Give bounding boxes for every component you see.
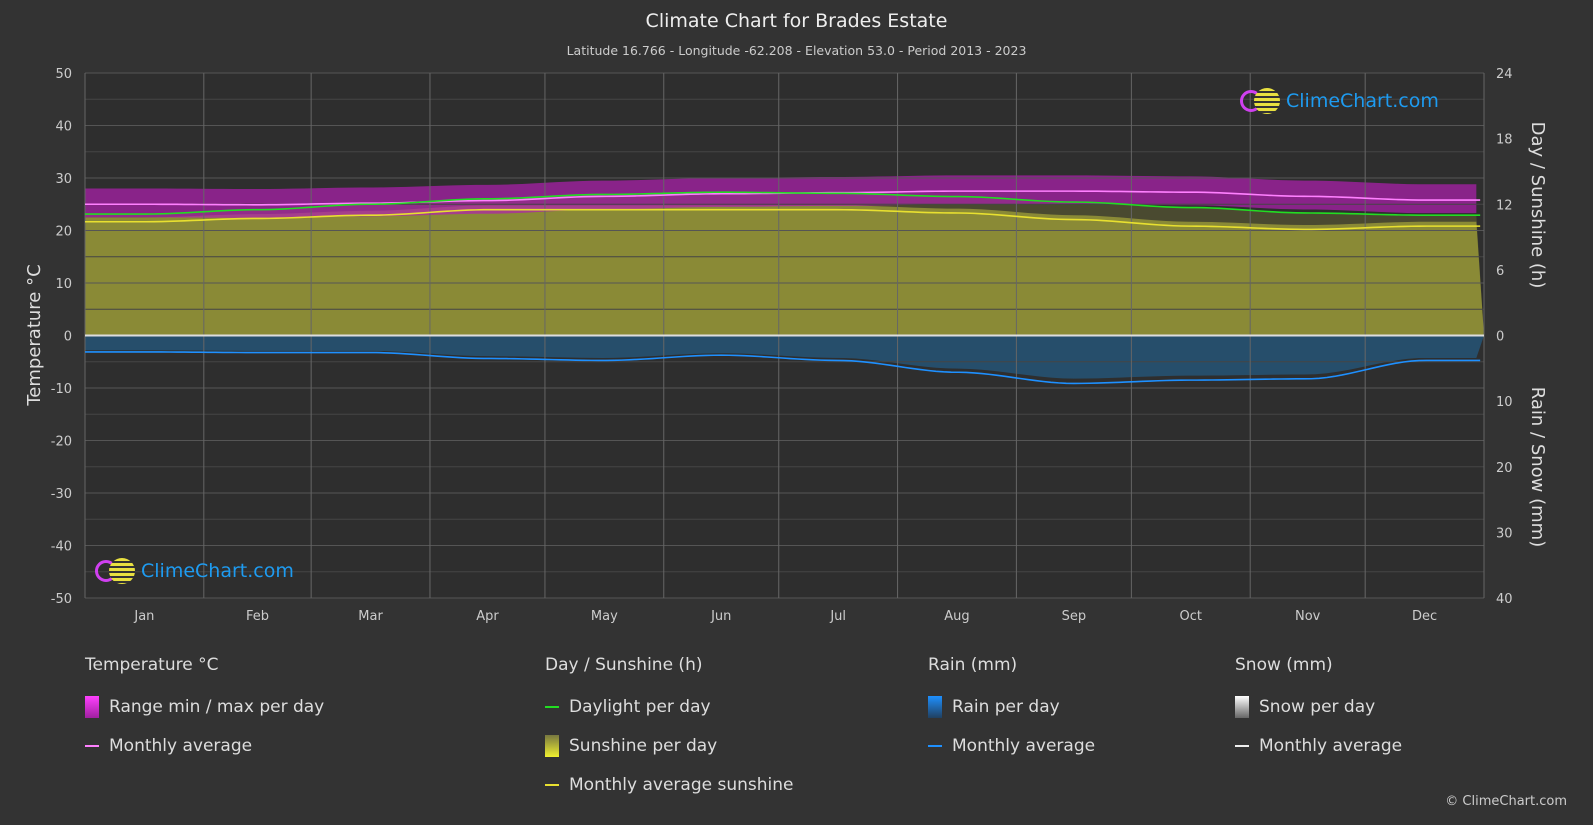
legend-label: Monthly average xyxy=(952,735,1096,756)
series-line-daylight-per-day xyxy=(85,191,1481,216)
legend-snow: Snow (mm) Snow per day Monthly average xyxy=(1235,655,1402,765)
right-tick-label: 30 xyxy=(1496,526,1513,541)
sunshine-swatch-icon xyxy=(545,734,559,757)
right-tick-label: 18 xyxy=(1496,133,1513,148)
legend-item: Rain per day xyxy=(928,687,1095,726)
x-tick-label: Oct xyxy=(1180,609,1202,624)
y-tick-label: -40 xyxy=(51,540,72,555)
chart-title: Climate Chart for Brades Estate xyxy=(645,10,948,32)
line-swatch-icon xyxy=(928,744,942,747)
legend-label: Monthly average xyxy=(1259,735,1403,756)
legend-title: Temperature °C xyxy=(85,655,219,675)
right-tick-label: 24 xyxy=(1496,67,1513,82)
logo-bottom: ClimeChart.com xyxy=(95,558,294,584)
line-swatch-icon xyxy=(545,783,559,786)
line-swatch-icon xyxy=(1235,744,1249,747)
legend-title: Rain (mm) xyxy=(928,655,1018,675)
logo-text: ClimeChart.com xyxy=(1286,90,1439,112)
x-tick-label: May xyxy=(591,609,618,624)
legend-temperature: Temperature °C Range min / max per day M… xyxy=(85,655,324,765)
line-swatch-icon xyxy=(85,744,99,747)
right-axis-label-top: Day / Sunshine (h) xyxy=(1527,122,1548,289)
legend-label: Monthly average sunshine xyxy=(569,774,794,795)
x-tick-label: Apr xyxy=(476,609,499,624)
snow-swatch-icon xyxy=(1235,695,1249,718)
copyright: © ClimeChart.com xyxy=(1445,794,1567,809)
right-axis-label-bottom: Rain / Snow (mm) xyxy=(1527,387,1548,547)
legend-label: Snow per day xyxy=(1259,696,1376,717)
legend-label: Daylight per day xyxy=(569,696,711,717)
x-tick-label: Jan xyxy=(133,609,154,624)
x-tick-label: Jun xyxy=(710,609,731,624)
x-tick-label: Mar xyxy=(358,609,383,624)
right-tick-label: 0 xyxy=(1496,330,1504,345)
right-tick-label: 10 xyxy=(1496,395,1513,410)
legend-label: Rain per day xyxy=(952,696,1060,717)
legend-item: Monthly average xyxy=(1235,726,1402,765)
legend-item: Range min / max per day xyxy=(85,687,324,726)
legend-label: Sunshine per day xyxy=(569,735,718,756)
legend-item: Monthly average xyxy=(928,726,1095,765)
legend-sunshine: Day / Sunshine (h) Daylight per day Suns… xyxy=(545,655,793,804)
y-tick-label: -20 xyxy=(51,435,72,450)
right-tick-label: 12 xyxy=(1496,198,1513,213)
y-tick-label: -30 xyxy=(51,487,72,502)
y-tick-label: 50 xyxy=(55,67,72,82)
legend-item: Daylight per day xyxy=(545,687,793,726)
series-line-monthly-average xyxy=(85,351,1481,385)
rain-per-day-area xyxy=(85,335,1484,379)
legend-rain: Rain (mm) Rain per day Monthly average xyxy=(928,655,1095,765)
rain-swatch-icon xyxy=(928,695,942,718)
sunshine-area xyxy=(85,205,1484,336)
legend-item: Monthly average sunshine xyxy=(545,765,793,804)
right-tick-label: 6 xyxy=(1496,264,1504,279)
x-tick-label: Aug xyxy=(944,609,969,624)
logo-sun-icon xyxy=(1254,88,1280,114)
y-tick-label: 20 xyxy=(55,225,72,240)
y-tick-label: -10 xyxy=(51,382,72,397)
y-tick-label: 10 xyxy=(55,277,72,292)
legend-label: Range min / max per day xyxy=(109,696,325,717)
legend-item: Snow per day xyxy=(1235,687,1402,726)
x-tick-label: Dec xyxy=(1412,609,1437,624)
x-tick-label: Feb xyxy=(246,609,269,624)
series-line-monthly-average-sunshine xyxy=(85,208,1481,231)
x-tick-label: Jul xyxy=(829,609,846,624)
y-tick-label: 40 xyxy=(55,120,72,135)
legend-item: Monthly average xyxy=(85,726,324,765)
y-tick-label: 30 xyxy=(55,172,72,187)
right-tick-label: 40 xyxy=(1496,592,1513,607)
legend-title: Day / Sunshine (h) xyxy=(545,655,703,675)
y-axis-label: Temperature °C xyxy=(24,264,45,406)
chart-subtitle: Latitude 16.766 - Longitude -62.208 - El… xyxy=(566,43,1027,58)
line-swatch-icon xyxy=(545,705,559,708)
y-tick-label: 0 xyxy=(64,330,72,345)
logo-top: ClimeChart.com xyxy=(1240,88,1439,114)
y-tick-label: -50 xyxy=(51,592,72,607)
x-tick-label: Sep xyxy=(1062,609,1087,624)
x-tick-label: Nov xyxy=(1295,609,1321,624)
right-tick-label: 20 xyxy=(1496,461,1513,476)
temperature-range-band xyxy=(85,175,1477,218)
legend-label: Monthly average xyxy=(109,735,253,756)
legend-title: Snow (mm) xyxy=(1235,655,1333,675)
legend-item: Sunshine per day xyxy=(545,726,793,765)
logo-text: ClimeChart.com xyxy=(141,560,294,582)
range-swatch-icon xyxy=(85,695,99,718)
logo-sun-icon xyxy=(109,558,135,584)
